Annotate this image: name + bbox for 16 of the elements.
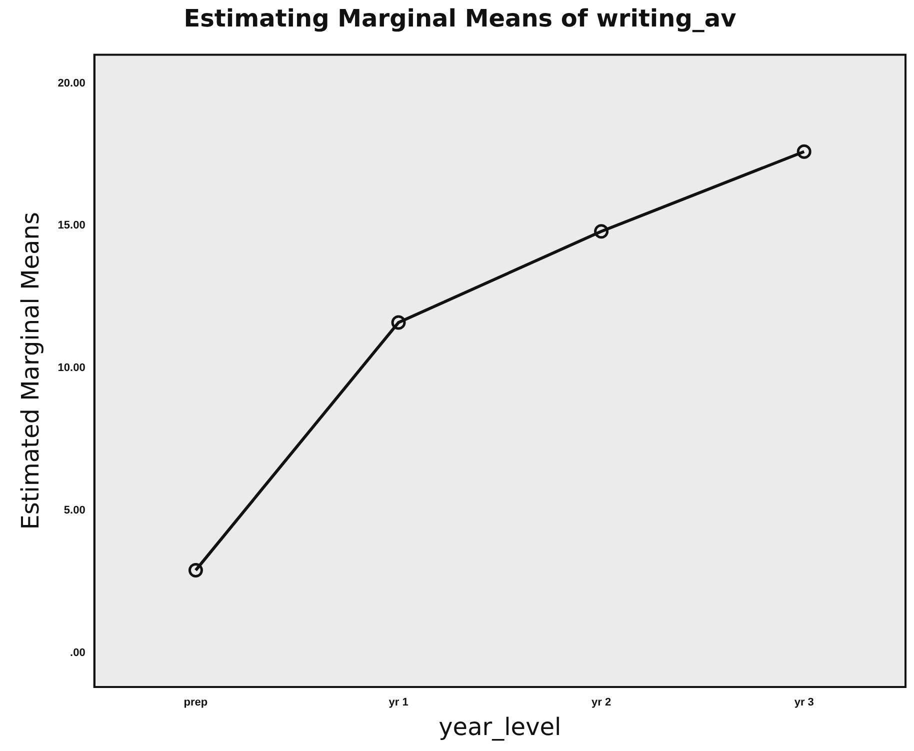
chart-title: Estimating Marginal Means of writing_av <box>184 4 737 33</box>
y-axis-title: Estimated Marginal Means <box>16 212 45 530</box>
x-tick-label: prep <box>184 696 208 709</box>
y-tick-label: 10.00 <box>58 362 86 374</box>
x-tick-label: yr 1 <box>388 696 408 709</box>
y-tick-label: 15.00 <box>58 220 86 232</box>
y-tick-label: 20.00 <box>58 77 86 90</box>
point <box>391 315 406 330</box>
y-tick-label: 5.00 <box>64 504 86 516</box>
x-tick-label: yr 2 <box>592 696 612 709</box>
point <box>594 224 609 239</box>
point <box>796 144 812 159</box>
point <box>188 562 203 578</box>
y-tick-label: .00 <box>70 646 86 659</box>
x-axis-title: year_level <box>438 712 562 741</box>
x-tick-label: yr 3 <box>794 696 814 709</box>
